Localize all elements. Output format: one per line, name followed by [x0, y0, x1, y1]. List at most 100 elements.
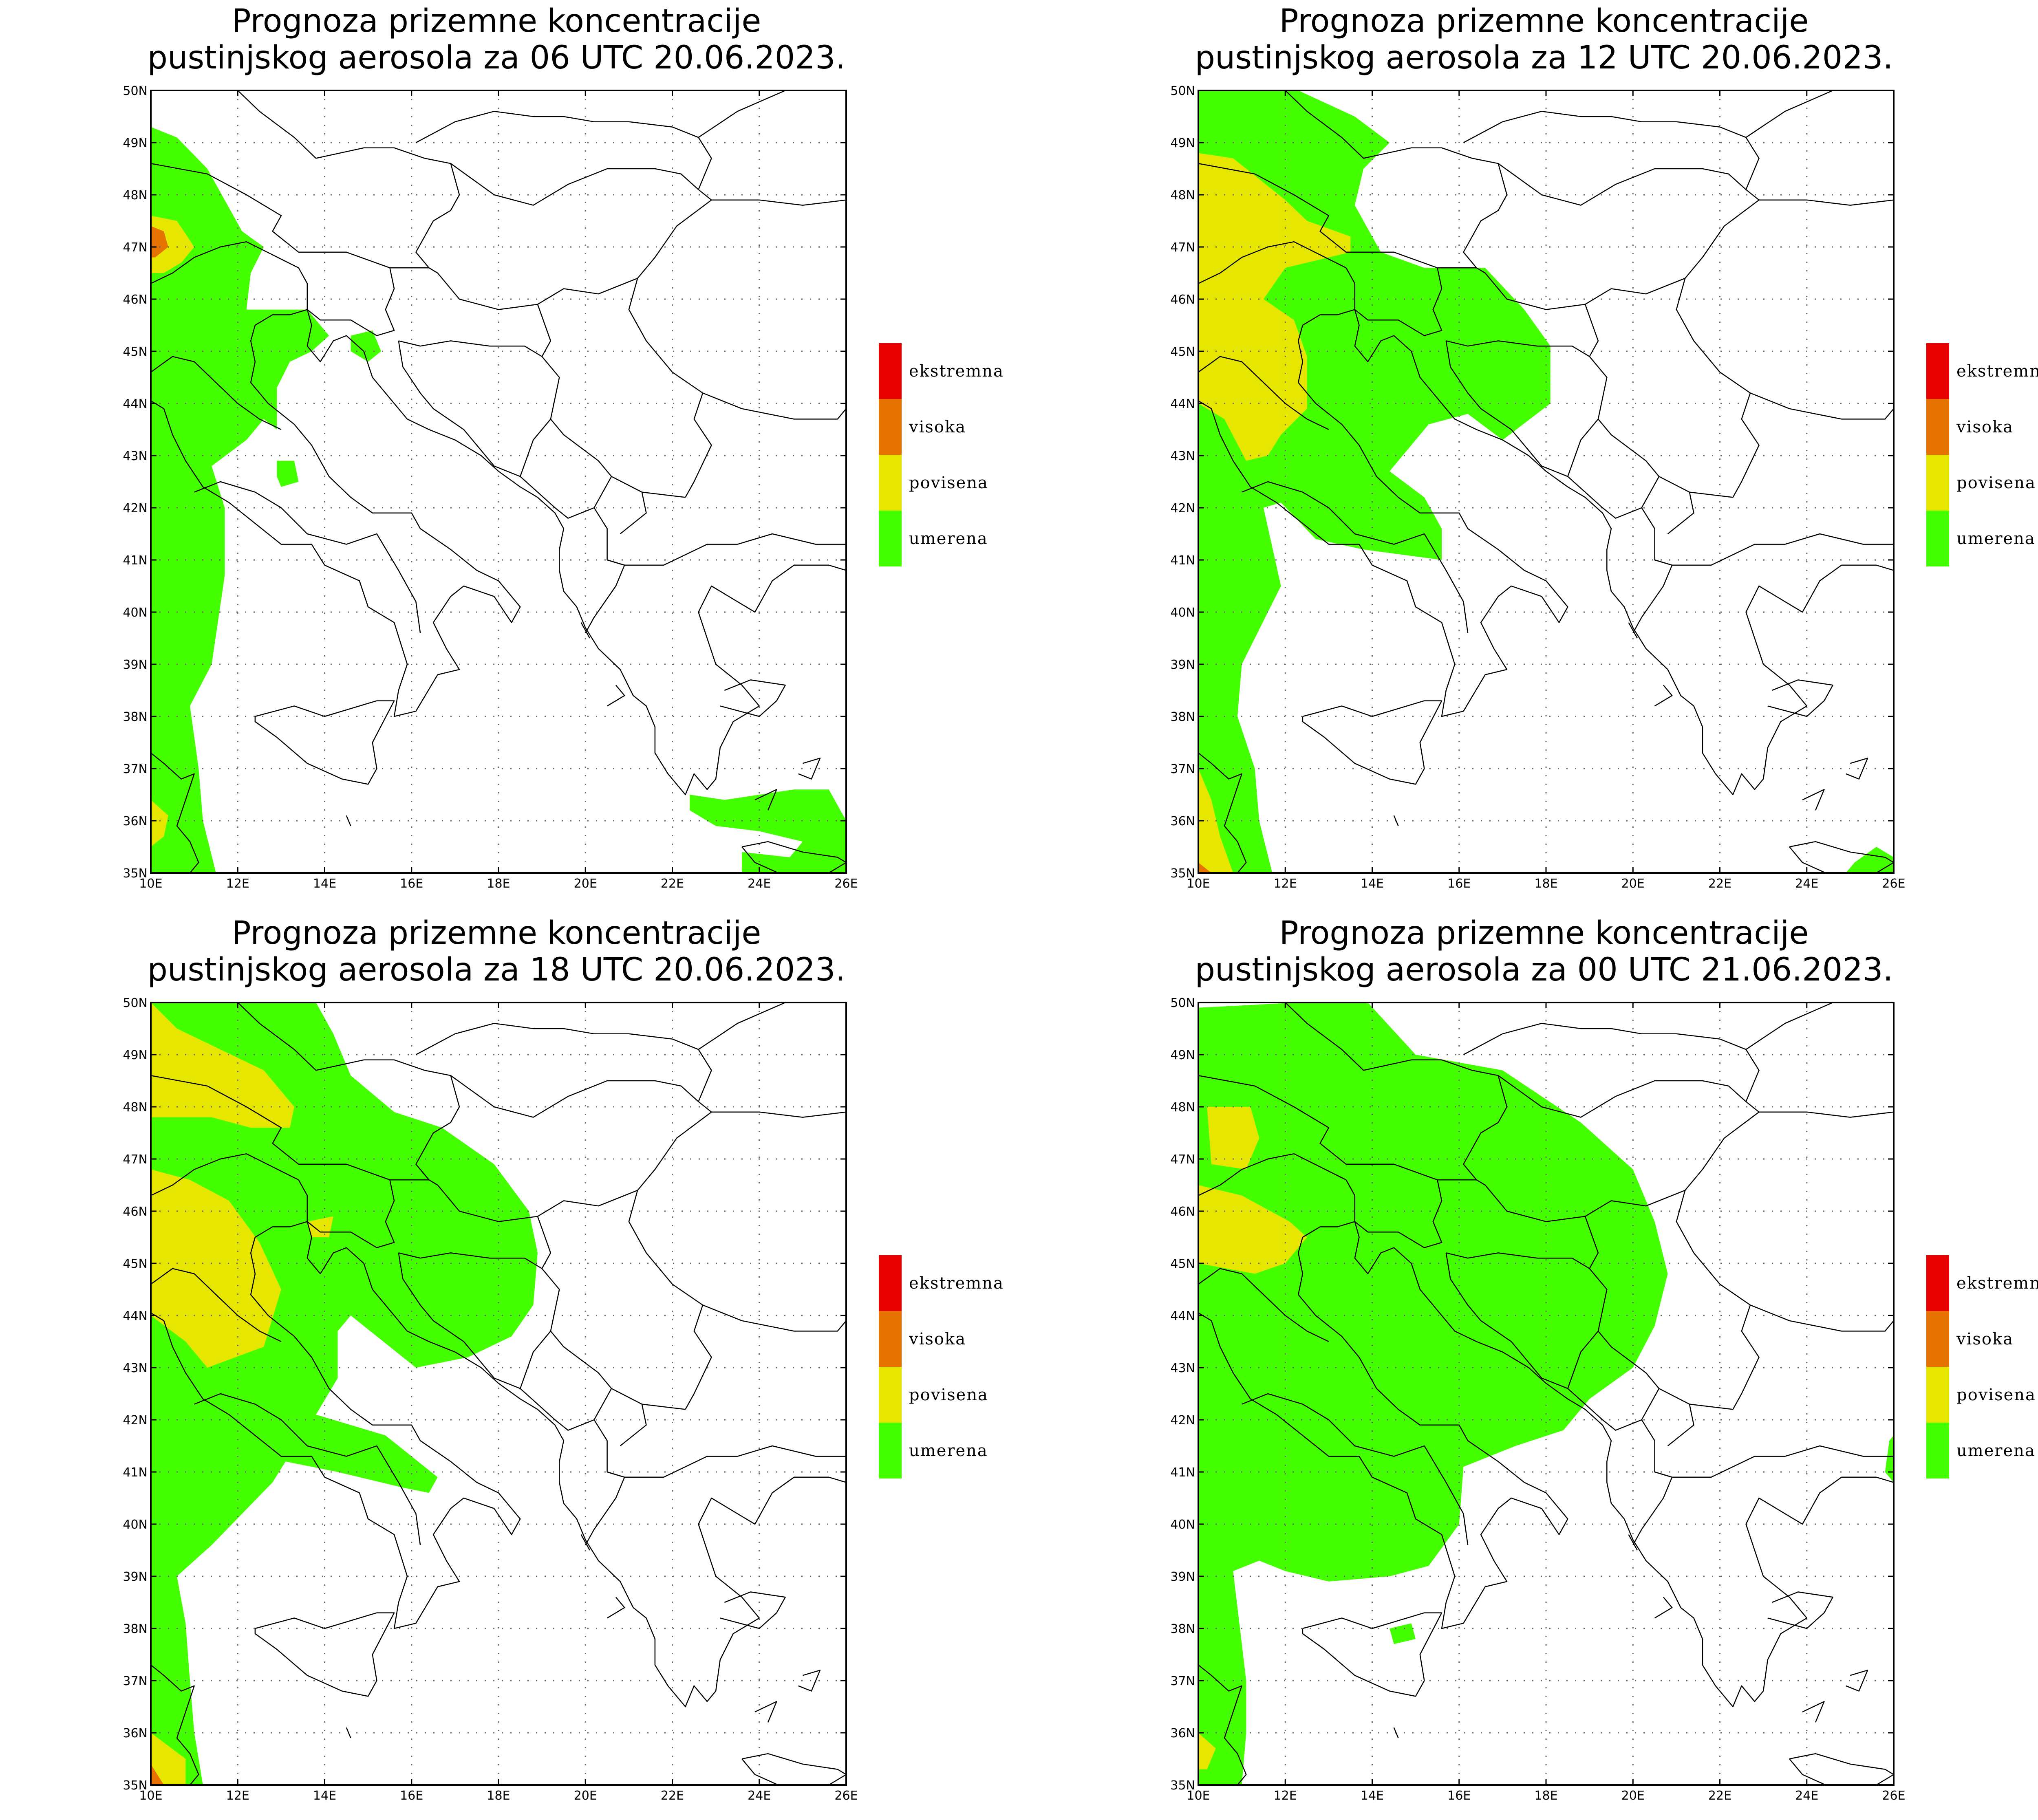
legend-label-povisena: povisena — [909, 474, 988, 492]
latitude-label: 44N — [1170, 1309, 1195, 1323]
longitude-label: 12E — [226, 877, 249, 891]
latitude-label: 45N — [1170, 345, 1195, 359]
legend-swatch-umerena — [1926, 511, 1949, 566]
country-border — [607, 1445, 846, 1478]
longitude-label: 10E — [139, 877, 162, 891]
legend-label-umerena: umerena — [1956, 1441, 2036, 1460]
latitude-label: 41N — [123, 1465, 148, 1480]
latitude-label: 45N — [1170, 1257, 1195, 1271]
legend-label-visoka: visoka — [1956, 1330, 2014, 1348]
legend-label-ekstremna: ekstremna — [909, 362, 1004, 381]
coastline — [1198, 1664, 1247, 1785]
latitude-label: 50N — [123, 996, 148, 1010]
legend-swatch-visoka — [879, 1311, 902, 1367]
latitude-label: 38N — [1170, 710, 1195, 724]
longitude-label: 24E — [1795, 877, 1818, 891]
country-border — [398, 341, 521, 477]
latitude-label: 49N — [1170, 136, 1195, 150]
coastline — [1302, 309, 1894, 795]
latitude-label: 50N — [1170, 996, 1195, 1010]
longitude-label: 22E — [661, 877, 684, 891]
aerosol-region-visoka — [151, 1764, 164, 1785]
coastline — [798, 758, 821, 780]
legend-label-visoka: visoka — [909, 1330, 966, 1348]
country-border — [1198, 356, 1329, 430]
aerosol-region-povisena — [151, 1733, 186, 1785]
country-border — [593, 1388, 612, 1420]
coastline — [1628, 1534, 1638, 1551]
longitude-label: 22E — [1708, 1789, 1731, 1803]
latitude-label: 48N — [1170, 188, 1195, 203]
country-border — [415, 110, 712, 190]
country-border — [1198, 241, 1347, 284]
latitude-label: 42N — [123, 1413, 148, 1428]
legend-swatch-umerena — [1926, 1423, 1949, 1478]
latitude-label: 50N — [123, 84, 148, 98]
country-border — [1446, 340, 1590, 357]
longitude-label: 14E — [313, 1789, 336, 1803]
latitude-label: 50N — [1170, 84, 1195, 98]
latitude-label: 44N — [1170, 397, 1195, 411]
coastline — [1302, 1612, 1442, 1697]
coastline — [346, 1727, 351, 1738]
longitude-label: 16E — [400, 1789, 423, 1803]
legend-swatch-ekstremna — [879, 343, 902, 399]
legend-label-povisena: povisena — [1956, 1386, 2036, 1404]
aerosol-region-povisena — [1198, 153, 1351, 461]
aerosol-region-umerena — [1846, 847, 1894, 873]
legend-swatch-povisena — [1926, 455, 1949, 511]
country-border — [550, 419, 686, 498]
country-border — [711, 199, 846, 206]
legend-label-povisena: povisena — [909, 1386, 988, 1404]
forecast-panel: Prognoza prizemne koncentracijepustinjsk… — [1170, 915, 2038, 1803]
country-border — [1745, 1003, 1833, 1050]
latitude-label: 35N — [123, 866, 148, 881]
latitude-label: 47N — [1170, 1152, 1195, 1167]
legend-swatch-visoka — [1926, 1311, 1949, 1367]
longitude-label: 18E — [1534, 877, 1557, 891]
country-border — [1463, 1022, 1760, 1102]
latitude-label: 49N — [123, 136, 148, 150]
legend-label-umerena: umerena — [909, 529, 988, 548]
coastline — [607, 685, 625, 707]
coastline — [151, 752, 199, 873]
coastline — [580, 1534, 590, 1551]
country-border — [593, 476, 612, 508]
latitude-label: 35N — [1170, 866, 1195, 881]
panel-title-line1: Prognoza prizemne koncentracije — [232, 915, 761, 952]
coastline — [1302, 1221, 1894, 1708]
panel-title-line1: Prognoza prizemne koncentracije — [1279, 915, 1809, 952]
latitude-label: 40N — [123, 606, 148, 620]
aerosol-region-umerena — [1198, 1003, 1668, 1785]
coastline — [1789, 841, 1894, 873]
coastline — [151, 325, 521, 717]
longitude-label: 24E — [1795, 1789, 1818, 1803]
longitude-label: 20E — [1621, 1789, 1645, 1803]
coastline — [1846, 1670, 1868, 1692]
legend-swatch-povisena — [1926, 1367, 1949, 1423]
country-border — [237, 90, 460, 269]
country-border — [415, 1022, 712, 1102]
country-border — [1759, 1111, 1894, 1118]
country-border — [151, 1268, 282, 1342]
latitude-label: 43N — [123, 1361, 148, 1375]
latitude-label: 43N — [1170, 449, 1195, 463]
latitude-label: 35N — [1170, 1778, 1195, 1793]
aerosol-region-umerena — [151, 1003, 538, 1785]
longitude-label: 22E — [661, 1789, 684, 1803]
country-border — [1445, 1253, 1568, 1389]
country-border — [1745, 90, 1833, 138]
longitude-label: 26E — [1882, 1789, 1905, 1803]
coastline — [1198, 1237, 1568, 1629]
coastline — [151, 1664, 199, 1785]
aerosol-region-povisena — [151, 216, 194, 273]
latitude-label: 36N — [123, 1726, 148, 1741]
country-border — [607, 533, 846, 566]
coastline — [254, 1612, 395, 1697]
longitude-label: 18E — [487, 877, 510, 891]
country-border — [1567, 1388, 1673, 1545]
latitude-label: 49N — [123, 1048, 148, 1062]
country-border — [151, 163, 560, 477]
legend: ekstremna visoka povisena umerena — [1926, 1255, 2038, 1478]
coastline — [741, 1753, 846, 1785]
